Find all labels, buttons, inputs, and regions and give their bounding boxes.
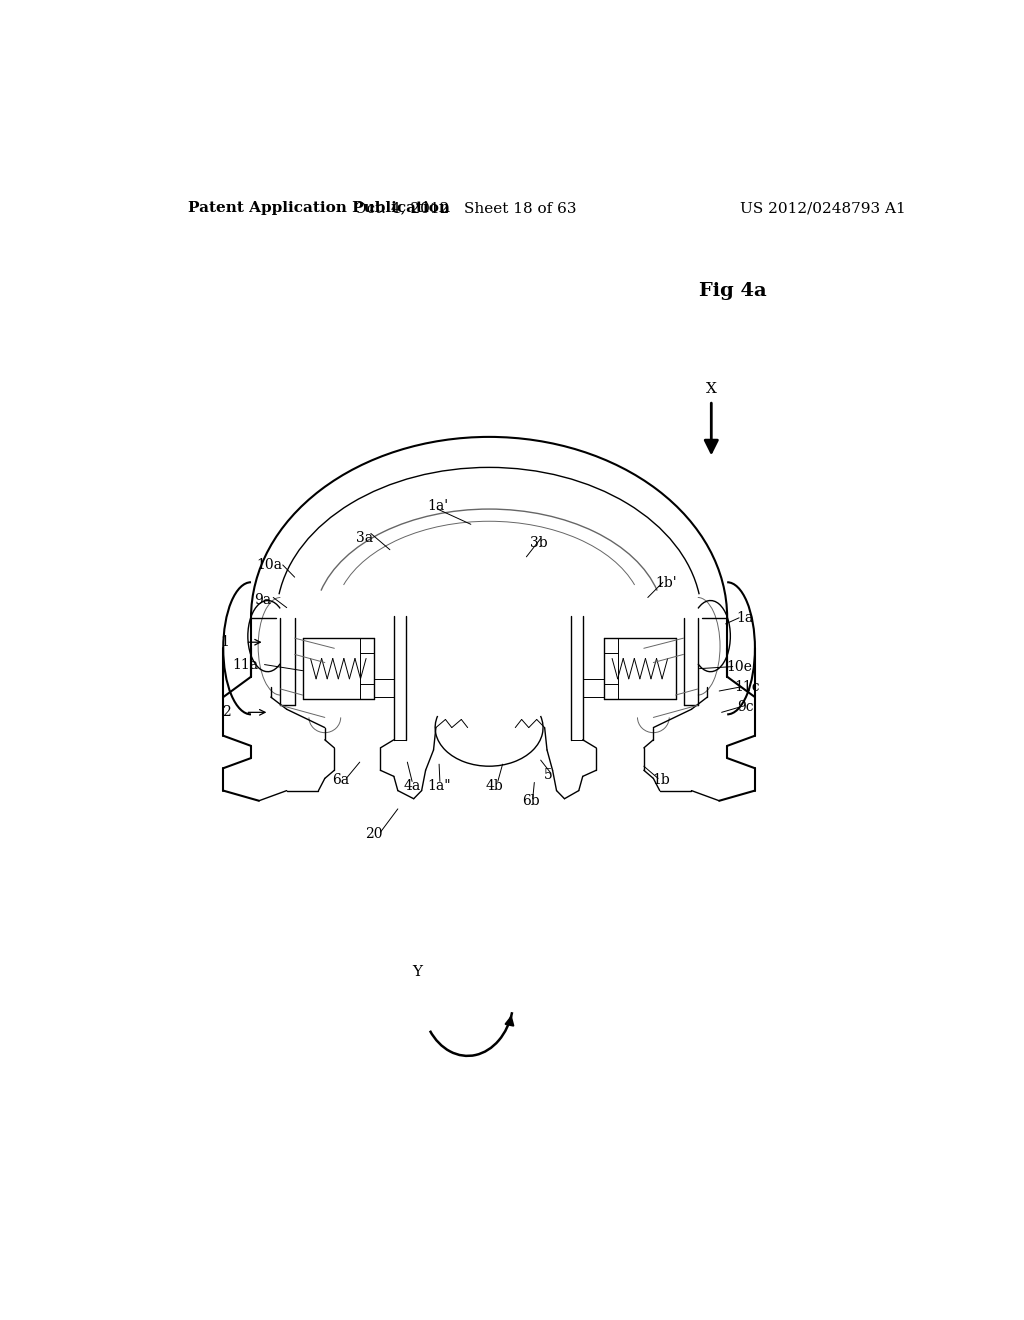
Text: Patent Application Publication: Patent Application Publication xyxy=(187,201,450,215)
Text: 11a: 11a xyxy=(232,657,258,672)
Text: 11c: 11c xyxy=(734,680,760,694)
Text: 1: 1 xyxy=(221,635,229,649)
Text: 4a: 4a xyxy=(403,779,421,792)
Text: X: X xyxy=(706,381,717,396)
Text: 3b: 3b xyxy=(530,536,548,549)
Text: Fig 4a: Fig 4a xyxy=(699,281,767,300)
Text: 4b: 4b xyxy=(485,779,504,792)
Text: 20: 20 xyxy=(366,828,383,841)
Text: 1b': 1b' xyxy=(655,577,677,590)
Text: 3a: 3a xyxy=(356,531,373,545)
Text: 9c: 9c xyxy=(737,700,754,714)
Text: Oct. 4, 2012   Sheet 18 of 63: Oct. 4, 2012 Sheet 18 of 63 xyxy=(354,201,577,215)
Text: 10e: 10e xyxy=(726,660,752,673)
Text: 10a: 10a xyxy=(256,558,283,572)
Text: 1b: 1b xyxy=(652,774,670,788)
Text: 1a: 1a xyxy=(737,611,754,624)
Text: 1a": 1a" xyxy=(427,779,451,792)
Text: 6a: 6a xyxy=(332,774,349,788)
Text: 2: 2 xyxy=(222,705,231,719)
Text: 9a: 9a xyxy=(254,593,271,606)
Text: US 2012/0248793 A1: US 2012/0248793 A1 xyxy=(739,201,905,215)
Text: 5: 5 xyxy=(544,768,553,783)
Text: 6b: 6b xyxy=(522,793,540,808)
Text: 1a': 1a' xyxy=(427,499,449,513)
Text: Y: Y xyxy=(413,965,423,978)
